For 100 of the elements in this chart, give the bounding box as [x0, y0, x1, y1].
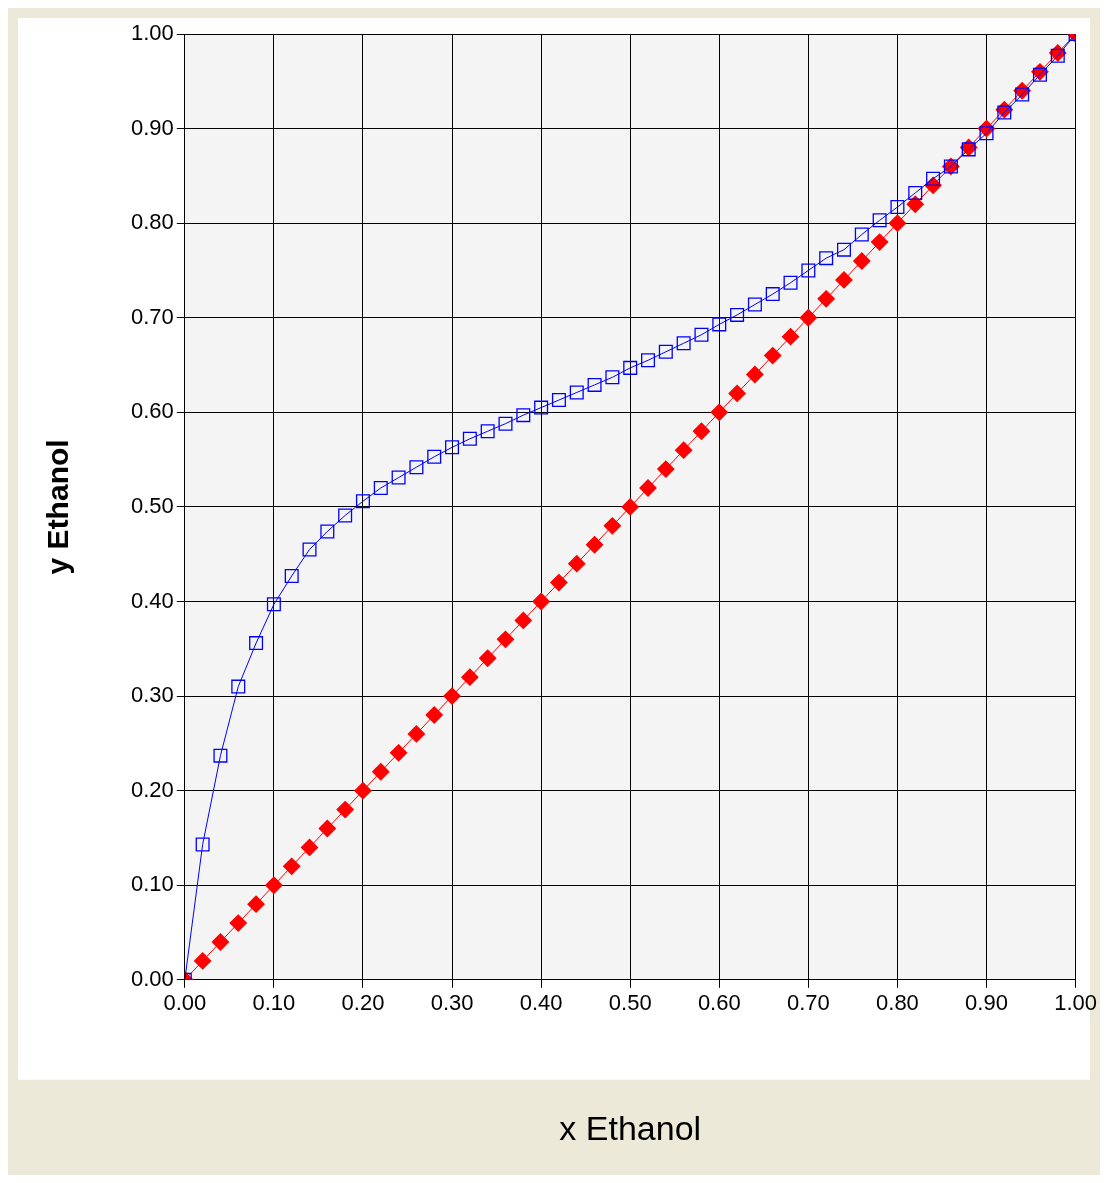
point [783, 275, 798, 290]
point [888, 214, 907, 232]
point [587, 377, 602, 392]
point [623, 360, 638, 375]
point [836, 242, 851, 257]
point [675, 441, 693, 459]
x-tick-label: 0.80 [876, 990, 919, 1016]
point [585, 536, 604, 554]
point [496, 630, 515, 648]
point [338, 508, 353, 523]
point [961, 142, 976, 157]
y-tick-label: 0.80 [130, 209, 174, 235]
point [461, 668, 479, 686]
point [372, 763, 390, 781]
x-tick-label: 0.10 [252, 990, 296, 1016]
x-tick-label: 0.40 [519, 990, 563, 1016]
y-tick-label: 1.00 [130, 20, 174, 46]
point [997, 105, 1012, 120]
point [819, 251, 834, 266]
point [657, 460, 675, 478]
x-axis-title: x Ethanol [559, 1108, 702, 1147]
point [320, 524, 335, 539]
y-tick-label: 0.40 [130, 587, 174, 613]
point [710, 403, 728, 421]
point [872, 213, 887, 228]
point [870, 233, 889, 251]
point [265, 876, 283, 894]
x-tick-label: 0.50 [608, 990, 652, 1016]
point [730, 307, 745, 322]
point [213, 748, 228, 763]
point [389, 744, 408, 762]
point [231, 679, 246, 694]
point [354, 781, 372, 800]
point [746, 365, 764, 384]
x-tick-label: 0.60 [697, 990, 741, 1016]
point [908, 185, 923, 200]
point [284, 568, 299, 583]
point [462, 431, 477, 446]
y-tick-label: 0.00 [130, 965, 174, 991]
point [427, 449, 442, 464]
point [712, 317, 727, 332]
point [747, 297, 762, 312]
point [300, 838, 319, 857]
point [247, 895, 265, 913]
point [1015, 87, 1030, 102]
point [409, 460, 424, 475]
point [532, 592, 550, 611]
point [1032, 67, 1047, 82]
point [355, 494, 370, 509]
point [425, 706, 443, 724]
point [979, 126, 994, 141]
point [801, 263, 816, 278]
point [249, 636, 264, 651]
point [853, 252, 871, 270]
point [835, 271, 853, 289]
y-tick-label: 0.60 [130, 398, 174, 424]
point [373, 480, 388, 495]
y-tick-label: 0.70 [130, 303, 174, 329]
point [765, 287, 780, 302]
point [569, 385, 584, 400]
point [391, 470, 406, 485]
point [445, 440, 460, 455]
point [195, 837, 210, 852]
point [318, 819, 336, 838]
point [283, 857, 301, 875]
point [266, 597, 281, 612]
point [781, 328, 800, 346]
point [514, 611, 532, 630]
y-axis-title: y Ethanol [41, 439, 75, 575]
x-tick-label: 0.20 [341, 990, 385, 1016]
point [443, 687, 461, 705]
point [799, 309, 818, 327]
point [890, 200, 905, 215]
point [764, 346, 782, 365]
point [926, 171, 941, 186]
x-tick-label: 0.30 [430, 990, 474, 1016]
y-tick-label: 0.10 [130, 871, 174, 897]
y-tick-label: 0.90 [130, 114, 174, 140]
point [692, 422, 711, 440]
point [480, 424, 495, 439]
point [621, 498, 639, 516]
point [516, 408, 531, 423]
point [407, 725, 426, 743]
point [229, 914, 247, 932]
y-tick-label: 0.20 [130, 776, 174, 802]
point [302, 542, 317, 557]
point [498, 416, 513, 431]
point [479, 649, 497, 667]
x-tick-label: 0.90 [965, 990, 1008, 1016]
point [906, 195, 924, 213]
point [658, 344, 673, 359]
point [639, 479, 657, 497]
point [211, 933, 230, 951]
point [854, 227, 869, 242]
point [193, 952, 212, 970]
point [728, 384, 746, 403]
x-tick-label: 0.70 [786, 990, 830, 1016]
point [336, 800, 354, 819]
point [694, 327, 709, 342]
y-tick-label: 0.50 [130, 492, 174, 518]
